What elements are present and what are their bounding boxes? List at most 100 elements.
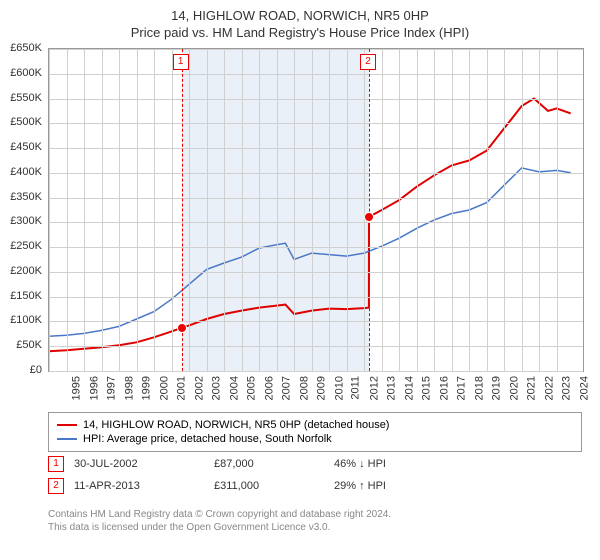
- gridline-v: [189, 49, 190, 371]
- y-tick-label: £150K: [0, 290, 42, 302]
- y-tick-label: £50K: [0, 339, 42, 351]
- gridline-v: [487, 49, 488, 371]
- x-tick-label: 2001: [176, 376, 188, 400]
- x-tick-label: 1997: [106, 376, 118, 400]
- series-price_paid: [49, 99, 571, 352]
- gridline-v: [364, 49, 365, 371]
- gridline-v: [224, 49, 225, 371]
- sale-point-dot: [177, 323, 187, 333]
- sale-hpi-delta: 46% ↓ HPI: [334, 458, 386, 470]
- x-tick-label: 2012: [368, 376, 380, 400]
- title-block: 14, HIGHLOW ROAD, NORWICH, NR5 0HP Price…: [0, 0, 600, 44]
- gridline-h: [49, 49, 583, 50]
- gridline-v: [207, 49, 208, 371]
- gridline-h: [49, 99, 583, 100]
- y-tick-label: £300K: [0, 215, 42, 227]
- gridline-v: [172, 49, 173, 371]
- x-tick-label: 2022: [543, 376, 555, 400]
- y-tick-label: £200K: [0, 265, 42, 277]
- footer-line2: This data is licensed under the Open Gov…: [48, 521, 582, 534]
- gridline-v: [277, 49, 278, 371]
- legend-label: HPI: Average price, detached house, Sout…: [83, 433, 332, 445]
- x-tick-label: 2021: [526, 376, 538, 400]
- gridline-h: [49, 123, 583, 124]
- y-tick-label: £350K: [0, 191, 42, 203]
- sale-marker-badge: 1: [48, 456, 64, 472]
- sale-point-dot: [364, 212, 374, 222]
- gridline-h: [49, 321, 583, 322]
- legend-row: HPI: Average price, detached house, Sout…: [57, 433, 573, 445]
- y-tick-label: £600K: [0, 67, 42, 79]
- y-tick-label: £400K: [0, 166, 42, 178]
- gridline-v: [259, 49, 260, 371]
- x-tick-label: 2023: [561, 376, 573, 400]
- y-tick-label: £450K: [0, 141, 42, 153]
- y-tick-label: £100K: [0, 314, 42, 326]
- gridline-v: [49, 49, 50, 371]
- x-tick-label: 2007: [281, 376, 293, 400]
- gridline-v: [294, 49, 295, 371]
- plot-area: [48, 48, 584, 372]
- gridline-v: [242, 49, 243, 371]
- sale-price: £87,000: [214, 458, 334, 470]
- x-tick-label: 2003: [211, 376, 223, 400]
- gridline-v: [67, 49, 68, 371]
- gridline-h: [49, 346, 583, 347]
- x-tick-label: 2020: [508, 376, 520, 400]
- gridline-v: [347, 49, 348, 371]
- gridline-v: [539, 49, 540, 371]
- gridline-v: [399, 49, 400, 371]
- sale-date: 30-JUL-2002: [74, 458, 214, 470]
- gridline-h: [49, 198, 583, 199]
- legend-box: 14, HIGHLOW ROAD, NORWICH, NR5 0HP (deta…: [48, 412, 582, 452]
- gridline-v: [469, 49, 470, 371]
- x-tick-label: 2008: [298, 376, 310, 400]
- x-tick-label: 1999: [141, 376, 153, 400]
- x-tick-label: 1995: [70, 376, 82, 400]
- subtitle: Price paid vs. HM Land Registry's House …: [0, 25, 600, 40]
- x-tick-label: 2000: [158, 376, 170, 400]
- x-tick-label: 1998: [123, 376, 135, 400]
- address-title: 14, HIGHLOW ROAD, NORWICH, NR5 0HP: [0, 8, 600, 23]
- gridline-v: [102, 49, 103, 371]
- x-tick-label: 2006: [263, 376, 275, 400]
- sale-marker-badge: 2: [360, 54, 376, 70]
- sale-row: 1 30-JUL-2002£87,00046% ↓ HPI: [48, 456, 386, 472]
- x-tick-label: 2010: [333, 376, 345, 400]
- gridline-v: [504, 49, 505, 371]
- x-tick-label: 2019: [491, 376, 503, 400]
- gridline-v: [557, 49, 558, 371]
- gridline-v: [434, 49, 435, 371]
- sale-marker-badge: 1: [173, 54, 189, 70]
- sale-marker-badge: 2: [48, 478, 64, 494]
- x-tick-label: 1996: [88, 376, 100, 400]
- legend-swatch: [57, 438, 77, 440]
- x-tick-label: 2018: [473, 376, 485, 400]
- gridline-v: [312, 49, 313, 371]
- sale-marker-line: [369, 49, 370, 371]
- gridline-v: [137, 49, 138, 371]
- y-tick-label: £0: [0, 364, 42, 376]
- sale-date: 11-APR-2013: [74, 480, 214, 492]
- x-tick-label: 2024: [578, 376, 590, 400]
- x-tick-label: 2013: [386, 376, 398, 400]
- y-tick-label: £500K: [0, 116, 42, 128]
- sale-hpi-delta: 29% ↑ HPI: [334, 480, 386, 492]
- gridline-v: [329, 49, 330, 371]
- y-tick-label: £250K: [0, 240, 42, 252]
- sale-price: £311,000: [214, 480, 334, 492]
- gridline-v: [452, 49, 453, 371]
- x-tick-label: 2015: [421, 376, 433, 400]
- x-tick-label: 2014: [403, 376, 415, 400]
- sale-row: 2 11-APR-2013£311,00029% ↑ HPI: [48, 478, 386, 494]
- legend-swatch: [57, 424, 77, 426]
- x-tick-label: 2017: [456, 376, 468, 400]
- gridline-v: [119, 49, 120, 371]
- legend-row: 14, HIGHLOW ROAD, NORWICH, NR5 0HP (deta…: [57, 419, 573, 431]
- gridline-v: [522, 49, 523, 371]
- legend-label: 14, HIGHLOW ROAD, NORWICH, NR5 0HP (deta…: [83, 419, 389, 431]
- gridline-v: [417, 49, 418, 371]
- gridline-h: [49, 74, 583, 75]
- gridline-h: [49, 297, 583, 298]
- x-tick-label: 2005: [246, 376, 258, 400]
